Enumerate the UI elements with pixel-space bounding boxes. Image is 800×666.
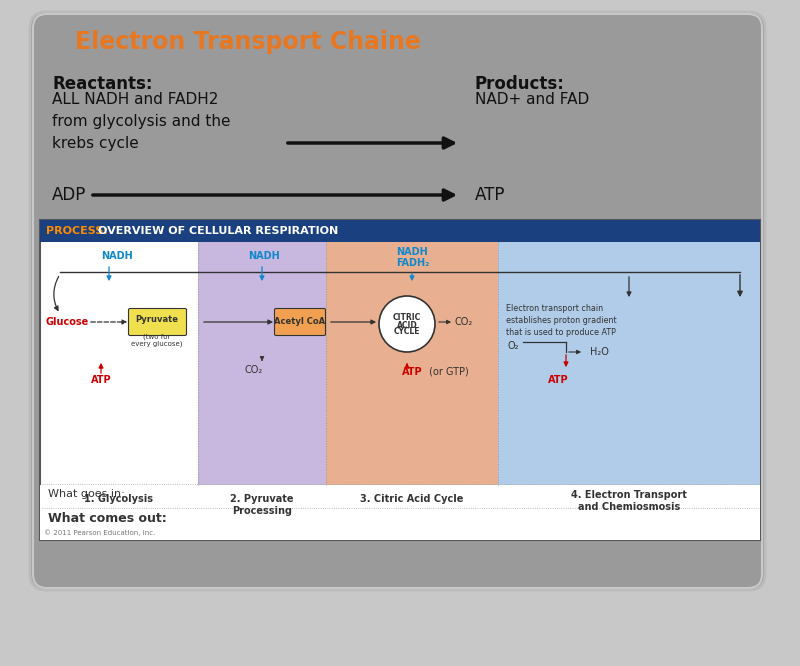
Text: Glucose: Glucose [45,317,88,327]
Text: CO₂: CO₂ [245,365,263,375]
Text: 2. Pyruvate: 2. Pyruvate [230,494,294,504]
Text: ALL NADH and FADH2
from glycolysis and the
krebs cycle: ALL NADH and FADH2 from glycolysis and t… [52,92,230,151]
Text: 4. Electron Transport: 4. Electron Transport [571,490,687,500]
Text: NAD+ and FAD: NAD+ and FAD [475,92,590,107]
Text: Electron Transport Chaine: Electron Transport Chaine [75,30,421,54]
Text: ATP: ATP [475,186,506,204]
Bar [198,242,326,485]
Text: CYCLE: CYCLE [394,328,420,336]
Text: ATP: ATP [91,375,112,385]
Text: NADH: NADH [396,247,428,257]
Text: Processing: Processing [232,506,292,516]
Text: (or GTP): (or GTP) [426,367,469,377]
Text: © 2011 Pearson Education, Inc.: © 2011 Pearson Education, Inc. [44,529,155,536]
Text: What goes in:: What goes in: [48,489,125,499]
FancyBboxPatch shape [274,308,326,336]
Text: OVERVIEW OF CELLULAR RESPIRATION: OVERVIEW OF CELLULAR RESPIRATION [98,226,338,236]
Bar [40,485,760,540]
Text: Products:: Products: [475,75,565,93]
Text: O₂: O₂ [508,341,519,351]
Text: ATP: ATP [402,367,422,377]
Text: CITRIC: CITRIC [393,314,421,322]
Text: PROCESS:: PROCESS: [46,226,112,236]
FancyBboxPatch shape [129,308,186,336]
Text: Acetyl CoA: Acetyl CoA [274,318,326,326]
Text: 3. Citric Acid Cycle: 3. Citric Acid Cycle [360,494,464,504]
Text: What comes out:: What comes out: [48,511,166,525]
Text: ATP: ATP [548,375,568,385]
Text: H₂O: H₂O [590,347,609,357]
Bar [498,242,760,485]
Text: FADH₂: FADH₂ [396,258,430,268]
Bar [40,220,760,242]
Text: Reactants:: Reactants: [52,75,153,93]
Text: NADH: NADH [248,251,280,261]
Circle shape [379,296,435,352]
Text: and Chemiosmosis: and Chemiosmosis [578,502,680,512]
Bar [0,595,800,666]
Text: ADP: ADP [52,186,86,204]
FancyBboxPatch shape [33,14,762,588]
Bar [40,220,760,540]
Text: CO₂: CO₂ [455,317,473,327]
Bar [326,242,498,485]
Text: (two for
every glucose): (two for every glucose) [131,333,182,347]
Text: Electron transport chain
establishes proton gradient
that is used to produce ATP: Electron transport chain establishes pro… [506,304,617,336]
FancyBboxPatch shape [30,12,765,590]
Text: NADH: NADH [101,251,133,261]
Text: Pyruvate: Pyruvate [135,316,178,324]
Text: 1. Glycolysis: 1. Glycolysis [85,494,154,504]
Text: ACID: ACID [397,320,418,330]
